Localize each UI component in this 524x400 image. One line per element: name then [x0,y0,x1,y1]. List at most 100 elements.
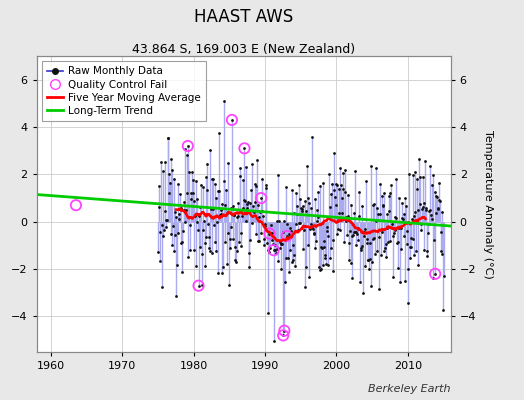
Point [187,190,195,196]
Point [421,158,429,164]
Point [258,176,267,182]
Point [381,254,390,260]
Point [170,248,178,254]
Point [348,232,357,239]
Point [318,180,326,186]
Point [186,222,194,228]
Point [172,293,181,299]
Point [395,225,403,231]
Point [202,174,210,180]
Point [413,207,422,214]
Point [163,135,172,141]
Point [389,274,397,280]
Point [385,192,393,199]
Point [259,212,267,219]
Point [310,230,319,236]
Point [167,231,176,238]
Point [412,186,421,192]
Point [165,190,173,196]
Point [244,199,252,205]
Point [335,164,344,171]
Point [251,181,259,188]
Point [406,255,414,262]
Point [291,263,299,269]
Point [356,279,364,285]
Point [336,227,345,233]
Point [373,248,381,254]
Point [189,190,198,196]
Point [166,179,174,186]
Point [269,241,277,247]
Point [326,204,334,211]
Point [328,181,336,187]
Point [293,211,301,218]
Point [182,207,190,213]
Point [338,210,346,216]
Point [360,232,368,239]
Point [300,226,308,233]
Point [392,176,401,182]
Point [410,212,418,219]
Point [255,213,263,220]
Point [438,208,446,215]
Point [225,236,234,242]
Point [399,216,407,222]
Point [385,208,394,214]
Point [401,278,410,285]
Point [424,230,432,236]
Point [368,259,376,266]
Point [157,284,166,290]
Point [335,209,343,216]
Point [405,171,413,177]
Point [281,278,289,285]
Point [341,166,350,173]
Point [298,206,306,212]
Point [194,282,203,289]
Point [174,215,183,222]
Point [342,218,351,224]
Point [257,208,266,214]
Point [384,239,392,245]
Point [230,212,238,218]
Point [282,233,291,239]
Point [216,212,224,218]
Point [435,197,443,203]
Point [346,260,355,266]
Point [301,284,309,290]
Point [204,244,213,251]
Point [309,231,318,237]
Point [433,205,442,212]
Point [358,242,367,249]
Point [300,198,309,204]
Point [277,241,285,247]
Point [406,244,414,250]
Point [328,190,336,197]
Point [184,254,193,260]
Title: 43.864 S, 169.003 E (New Zealand): 43.864 S, 169.003 E (New Zealand) [132,43,355,56]
Point [183,143,192,149]
Point [390,229,398,236]
Point [308,224,316,230]
Point [169,223,177,229]
Point [356,247,365,253]
Point [393,240,401,246]
Point [352,242,360,249]
Point [418,205,426,212]
Point [379,202,387,208]
Text: HAAST AWS: HAAST AWS [194,8,293,26]
Point [199,183,207,190]
Point [297,205,305,212]
Point [407,235,415,242]
Point [279,332,287,339]
Point [228,236,237,242]
Point [337,182,345,188]
Point [326,245,335,252]
Point [278,240,286,247]
Point [156,229,165,235]
Point [222,210,231,216]
Point [354,225,363,231]
Point [296,195,304,202]
Point [400,211,408,218]
Point [345,257,354,263]
Point [389,232,398,239]
